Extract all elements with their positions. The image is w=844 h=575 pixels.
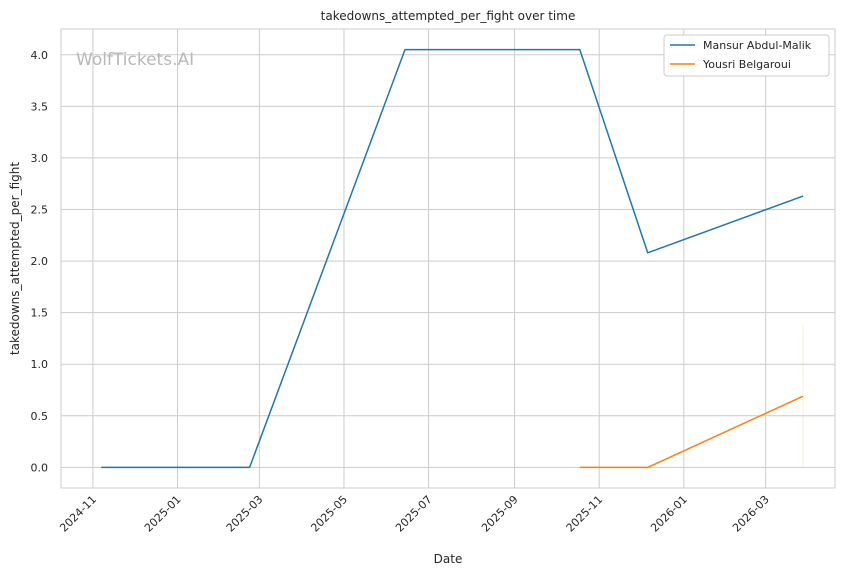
y-tick-label: 1.5 [31,307,49,320]
plot-frame [60,28,836,489]
series-layer [101,48,804,469]
series-line-1 [579,395,804,469]
y-tick-label: 1.0 [31,358,49,371]
y-tick-label: 4.0 [31,49,49,62]
grid [61,29,835,488]
watermark: WolfTickets.AI [76,50,194,70]
legend-box [663,34,830,77]
y-tick-label: 0.0 [31,461,49,474]
y-tick-label: 0.5 [31,410,49,423]
y-tick-label: 3.5 [31,100,49,113]
y-axis-ticks: 0.0 0.5 1.0 1.5 2.0 2.5 3.0 3.5 4.0 [31,49,49,475]
chart-title: takedowns_attempted_per_fight over time [321,9,576,23]
legend-label: Mansur Abdul-Malik [703,39,812,52]
y-tick-label: 2.5 [31,204,49,217]
x-axis-title: Date [434,552,463,566]
legend-label: Yousri Belgaroui [702,58,791,71]
legend: Mansur Abdul-Malik Yousri Belgaroui [663,34,830,77]
series-line-0 [101,48,804,469]
y-axis-title: takedowns_attempted_per_fight [8,162,22,355]
y-tick-label: 2.0 [31,255,49,268]
y-tick-label: 3.0 [31,152,49,165]
